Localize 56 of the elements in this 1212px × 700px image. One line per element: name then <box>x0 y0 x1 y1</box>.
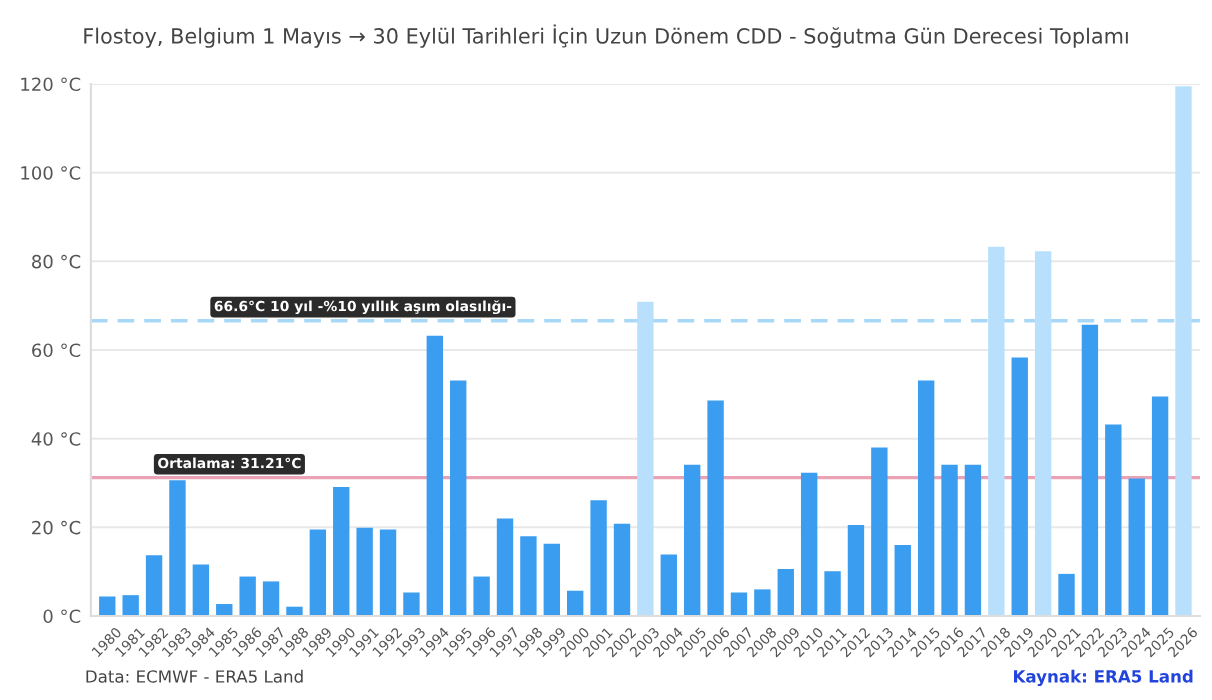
bar <box>824 571 841 616</box>
bar <box>754 589 771 616</box>
bar <box>520 536 537 616</box>
chart-title: Flostoy, Belgium 1 Mayıs → 30 Eylül Tarihleri İçin Uzun Dönem CDD - Soğutma Gün Derecesi Toplamı <box>84 24 1128 48</box>
bar <box>964 464 982 616</box>
bar <box>1151 396 1169 616</box>
y-tick-label: 100 °C <box>21 166 81 180</box>
bar <box>613 523 631 616</box>
bar <box>239 576 256 616</box>
bar <box>567 590 584 616</box>
bar <box>543 543 560 616</box>
bar <box>145 555 163 616</box>
bar <box>1128 478 1145 616</box>
bar <box>216 604 233 616</box>
bar <box>1175 86 1192 616</box>
y-tick-label: 40 °C <box>31 432 81 446</box>
bar <box>356 527 373 616</box>
bar <box>379 529 397 616</box>
bar <box>1081 324 1099 616</box>
bar <box>894 545 911 616</box>
bar <box>122 595 139 616</box>
bar <box>777 569 794 616</box>
bar <box>1105 424 1122 616</box>
bar <box>1058 573 1075 616</box>
bar <box>988 246 1005 616</box>
bar <box>426 335 444 616</box>
text: Data: ECMWF - ERA5 Land <box>86 669 303 683</box>
bar <box>590 500 607 616</box>
bar <box>262 581 280 616</box>
bar <box>192 564 210 616</box>
bar <box>847 525 865 616</box>
y-tick-label: 0 °C <box>43 609 81 624</box>
text: Kaynak: ERA5 Land <box>1014 669 1193 686</box>
bar <box>473 576 490 616</box>
bar <box>660 554 677 616</box>
bar <box>1034 251 1052 616</box>
bar <box>169 480 186 616</box>
bar <box>707 400 724 616</box>
bar <box>637 301 654 616</box>
bar <box>450 380 467 616</box>
bar <box>333 486 350 616</box>
bar <box>99 596 116 616</box>
y-tick-label: 120 °C <box>21 77 81 92</box>
y-tick-label: 20 °C <box>32 520 81 535</box>
bar <box>730 592 748 616</box>
bar <box>496 518 514 616</box>
bar <box>941 464 958 616</box>
y-tick-label: 60 °C <box>32 343 81 358</box>
bar <box>1011 357 1028 616</box>
bar <box>403 592 420 616</box>
bar <box>871 447 888 616</box>
bar <box>309 529 327 616</box>
bar <box>683 464 701 616</box>
y-tick-label: 80 °C <box>32 254 81 269</box>
bar <box>917 380 935 616</box>
bar <box>800 472 818 616</box>
